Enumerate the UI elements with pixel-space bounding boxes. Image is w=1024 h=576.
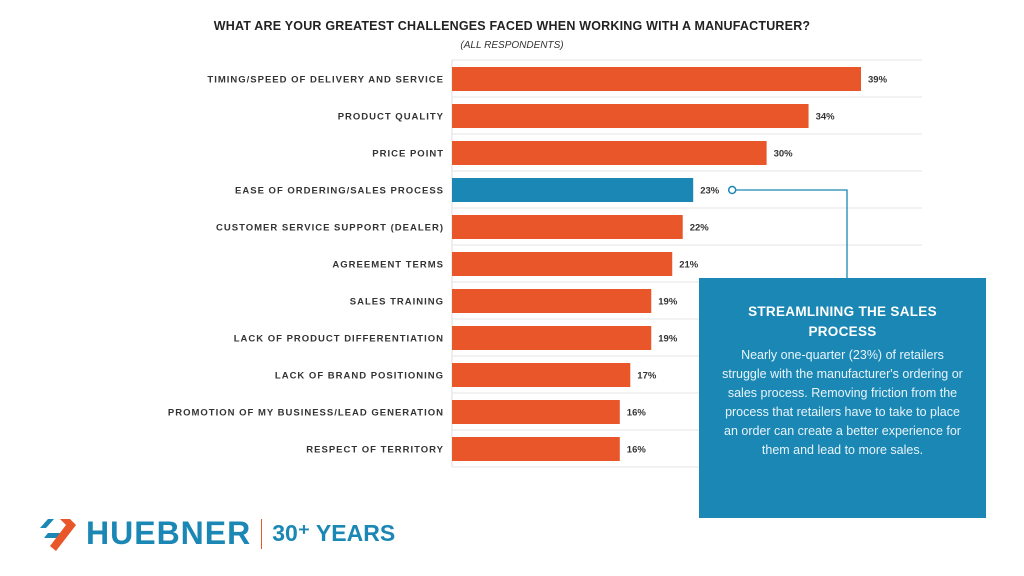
callout-title: STREAMLINING THE SALES PROCESS [748, 304, 937, 339]
value-label: 19% [658, 334, 678, 345]
category-label: PRICE POINT [372, 149, 444, 160]
bar [452, 289, 652, 313]
value-label: 19% [658, 297, 678, 308]
value-label: 22% [690, 223, 710, 234]
value-label: 21% [679, 260, 699, 271]
bar [452, 67, 861, 91]
category-label: PROMOTION OF MY BUSINESS/LEAD GENERATION [168, 408, 444, 419]
bar [452, 215, 683, 239]
value-label: 16% [627, 445, 647, 456]
category-label: EASE OF ORDERING/SALES PROCESS [235, 186, 444, 197]
value-label: 30% [774, 149, 794, 160]
bar [452, 178, 694, 202]
bar [452, 252, 673, 276]
category-label: LACK OF BRAND POSITIONING [275, 371, 444, 382]
chart-subtitle: (ALL RESPONDENTS) [460, 40, 564, 51]
bar [452, 104, 809, 128]
category-label: CUSTOMER SERVICE SUPPORT (DEALER) [216, 223, 444, 234]
category-label: PRODUCT QUALITY [338, 112, 444, 123]
callout-connector [736, 189, 848, 278]
value-label: 34% [816, 112, 836, 123]
brand-name: HUEBNER [86, 515, 252, 551]
callout-marker [727, 185, 737, 195]
category-label: RESPECT OF TERRITORY [306, 445, 444, 456]
logo-divider [261, 518, 263, 549]
category-label: SALES TRAINING [350, 297, 444, 308]
category-label: TIMING/SPEED OF DELIVERY AND SERVICE [207, 75, 444, 86]
value-label: 16% [627, 408, 647, 419]
bar [452, 326, 652, 350]
category-label: AGREEMENT TERMS [332, 260, 444, 271]
tagline: 30⁺ YEARS [272, 520, 396, 546]
callout-body: Nearly one-quarter (23%) of retailers st… [722, 348, 963, 457]
logo-mark-icon [40, 518, 76, 551]
bar [452, 141, 767, 165]
huebner-logo: HUEBNER 30⁺ YEARS [38, 515, 395, 552]
bar [452, 363, 631, 387]
value-label: 39% [868, 75, 888, 86]
callout-box: STREAMLINING THE SALES PROCESS Nearly on… [699, 278, 986, 518]
value-label: 23% [700, 186, 720, 197]
category-label: LACK OF PRODUCT DIFFERENTIATION [234, 334, 444, 345]
bar [452, 400, 620, 424]
chart-title: WHAT ARE YOUR GREATEST CHALLENGES FACED … [213, 19, 811, 33]
bar [452, 437, 620, 461]
value-label: 17% [637, 371, 657, 382]
